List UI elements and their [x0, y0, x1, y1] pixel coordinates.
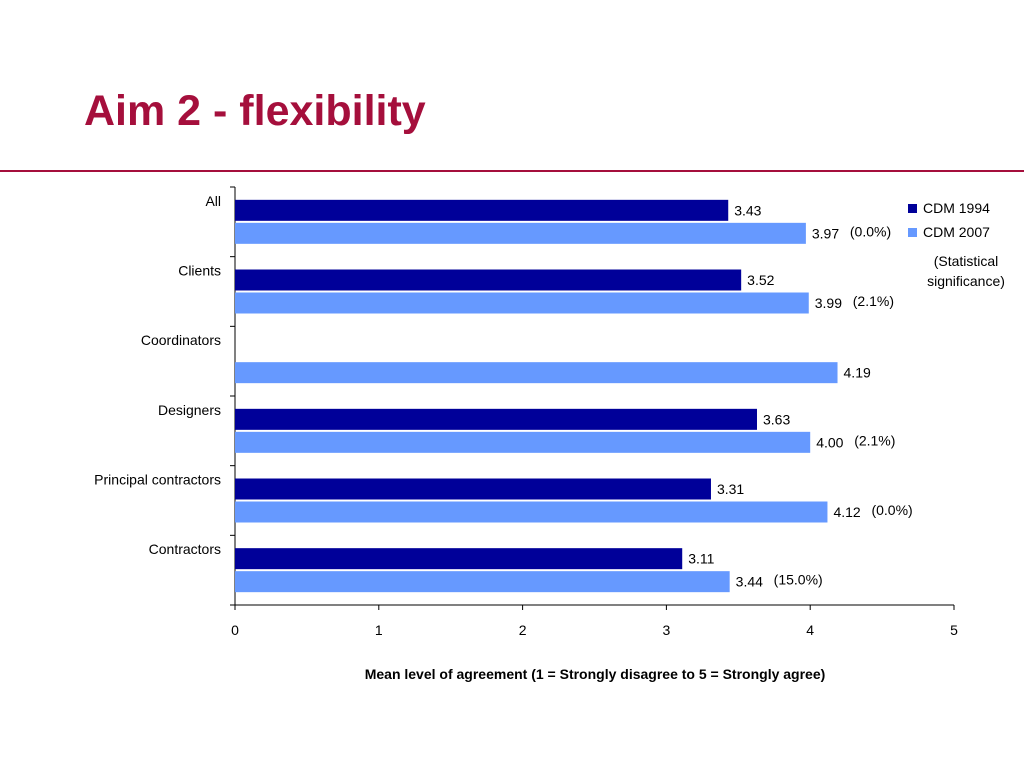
bar-cdm-2007-all	[235, 222, 806, 244]
y-tick-label-principal-contractors: Principal contractors	[94, 472, 221, 488]
y-tick-label-all: All	[205, 193, 221, 209]
data-label-cdm-2007-contractors: 3.44	[736, 574, 763, 590]
data-label-cdm-1994-all: 3.43	[734, 202, 761, 218]
bar-cdm-1994-clients	[235, 269, 742, 291]
x-tick-label-0: 0	[231, 622, 239, 638]
data-label-cdm-1994-designers: 3.63	[763, 411, 790, 427]
x-tick-label-2: 2	[519, 622, 527, 638]
data-label-cdm-2007-principal-contractors: 4.12	[833, 504, 860, 520]
legend-item-cdm-2007: CDM 2007	[908, 220, 990, 244]
bar-cdm-1994-principal-contractors	[235, 478, 711, 500]
significance-label-clients: (2.1%)	[853, 293, 894, 309]
bar-cdm-2007-principal-contractors	[235, 501, 828, 523]
y-tick-label-contractors: Contractors	[149, 541, 221, 557]
slide-title: Aim 2 - flexibility	[84, 87, 426, 135]
legend-swatch-cdm-2007	[908, 227, 917, 237]
chart-legend: CDM 1994 CDM 2007	[908, 196, 990, 244]
significance-label-all: (0.0%)	[850, 223, 891, 239]
legend-swatch-cdm-1994	[908, 203, 917, 213]
title-divider	[0, 170, 1024, 172]
bar-cdm-2007-contractors	[235, 571, 730, 593]
significance-label-principal-contractors: (0.0%)	[871, 502, 912, 518]
bar-cdm-1994-designers	[235, 408, 757, 430]
y-tick-label-designers: Designers	[158, 402, 221, 418]
legend-label-cdm-2007: CDM 2007	[923, 224, 990, 240]
y-tick-label-coordinators: Coordinators	[141, 332, 221, 348]
data-label-cdm-1994-contractors: 3.11	[688, 551, 714, 567]
y-tick-label-clients: Clients	[178, 263, 221, 279]
x-tick-label-1: 1	[375, 622, 383, 638]
significance-label-contractors: (15.0%)	[774, 572, 823, 588]
significance-note: (Statistical significance)	[927, 253, 1005, 289]
data-label-cdm-2007-clients: 3.99	[815, 295, 842, 311]
x-tick-label-3: 3	[663, 622, 671, 638]
bar-cdm-2007-clients	[235, 292, 809, 314]
data-label-cdm-2007-designers: 4.00	[816, 434, 843, 450]
data-label-cdm-2007-all: 3.97	[812, 225, 839, 241]
x-axis-label: Mean level of agreement (1 = Strongly di…	[364, 666, 826, 682]
bar-cdm-2007-coordinators	[235, 362, 838, 384]
significance-label-designers: (2.1%)	[854, 432, 895, 448]
bar-cdm-1994-contractors	[235, 548, 683, 570]
data-label-cdm-1994-principal-contractors: 3.31	[717, 481, 744, 497]
data-label-cdm-2007-coordinators: 4.19	[844, 365, 871, 381]
bar-cdm-2007-designers	[235, 431, 811, 453]
bar-cdm-1994-all	[235, 199, 729, 221]
legend-item-cdm-1994: CDM 1994	[908, 196, 990, 220]
data-label-cdm-1994-clients: 3.52	[747, 272, 774, 288]
legend-label-cdm-1994: CDM 1994	[923, 200, 990, 216]
x-tick-label-4: 4	[806, 622, 814, 638]
x-tick-label-5: 5	[950, 622, 958, 638]
